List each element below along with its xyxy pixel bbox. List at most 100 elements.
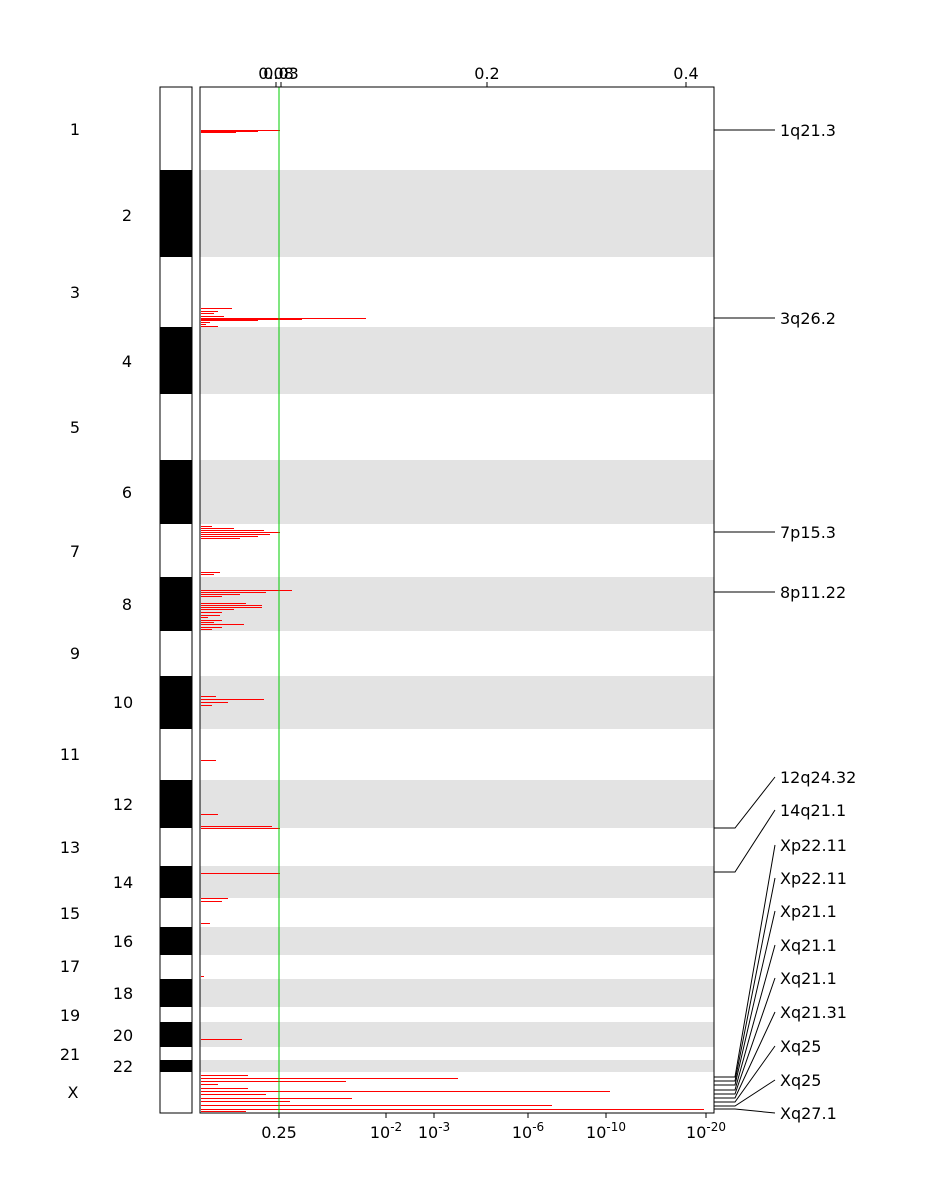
band-chr-22 bbox=[200, 1060, 714, 1072]
chromosome-label: 10 bbox=[113, 693, 133, 712]
peak-leader-line bbox=[714, 776, 776, 829]
bottom-axis: 0.25 10-2 10-3 10-6 10-10 10-20 bbox=[261, 1113, 726, 1142]
chromosome-ideogram bbox=[159, 86, 193, 1114]
bottom-tick-exponent: -10 bbox=[606, 1120, 626, 1134]
bottom-tick-base: 0.25 bbox=[261, 1123, 297, 1142]
top-tick-label: 0.08 bbox=[258, 64, 294, 83]
peak-label: Xq27.1 bbox=[780, 1104, 837, 1123]
peak-label: Xq21.31 bbox=[780, 1003, 847, 1022]
peak-leader-line bbox=[714, 844, 776, 1078]
peak-labels: 1q21.3 3q26.2 7p15.3 8p11.22 12q24.32 14q21.1… bbox=[714, 121, 856, 1123]
plot-frame bbox=[199, 86, 715, 1114]
peak-label: 12q24.32 bbox=[780, 768, 856, 787]
chromosome-label: 9 bbox=[70, 644, 80, 663]
peak-label: Xp22.11 bbox=[780, 869, 847, 888]
band-chr-8 bbox=[200, 577, 714, 631]
top-tick-label: 0.4 bbox=[673, 64, 698, 83]
peak-leader-line bbox=[714, 944, 776, 1091]
chromosome-label: 3 bbox=[70, 283, 80, 302]
bottom-tick-base: 10 bbox=[586, 1123, 606, 1142]
chromosome-label: 13 bbox=[60, 838, 80, 857]
peak-label: 14q21.1 bbox=[780, 801, 846, 820]
peak-label: 3q26.2 bbox=[780, 309, 836, 328]
peak-label: Xq25 bbox=[780, 1071, 821, 1090]
band-chr-12 bbox=[200, 780, 714, 828]
band-chr-2 bbox=[200, 170, 714, 257]
chromosome-label: 5 bbox=[70, 418, 80, 437]
q-value-bars bbox=[201, 130, 704, 1112]
chromosome-label: 14 bbox=[113, 873, 133, 892]
chromosome-label: X bbox=[68, 1083, 79, 1102]
peak-label: Xq25 bbox=[780, 1037, 821, 1056]
chromosome-label: 16 bbox=[113, 932, 133, 951]
peak-leader-line bbox=[714, 809, 776, 873]
peak-label: 7p15.3 bbox=[780, 523, 836, 542]
bottom-tick-base: 10 bbox=[418, 1123, 438, 1142]
bottom-tick-label: 10-6 bbox=[512, 1120, 544, 1142]
chromosome-label: 20 bbox=[113, 1026, 133, 1045]
chromosome-label: 15 bbox=[60, 904, 80, 923]
bottom-tick-label: 10-10 bbox=[586, 1120, 626, 1142]
ideogram-chr-4 bbox=[160, 327, 192, 394]
peak-leader-line bbox=[714, 1045, 776, 1103]
chromosome-label: 4 bbox=[122, 352, 132, 371]
peak-leader-line bbox=[714, 1079, 776, 1107]
ideogram-chr-12 bbox=[160, 780, 192, 828]
ideogram-chr-2 bbox=[160, 170, 192, 257]
band-chr-18 bbox=[200, 979, 714, 1007]
peak-leader-line bbox=[714, 1108, 776, 1114]
band-chr-16 bbox=[200, 927, 714, 955]
peak-label: 8p11.22 bbox=[780, 583, 846, 602]
bottom-tick-exponent: -3 bbox=[438, 1120, 450, 1134]
alternating-bands bbox=[200, 170, 714, 1072]
ideogram-chr-18 bbox=[160, 979, 192, 1007]
chromosome-label: 21 bbox=[60, 1045, 80, 1064]
ideogram-chr-20 bbox=[160, 1022, 192, 1047]
peak-leader-line bbox=[714, 877, 776, 1082]
ideogram-chr-16 bbox=[160, 927, 192, 955]
bottom-tick-label: 10-20 bbox=[686, 1120, 726, 1142]
top-tick-label: 0.03 bbox=[263, 64, 299, 83]
band-chr-4 bbox=[200, 327, 714, 394]
bottom-tick-base: 10 bbox=[686, 1123, 706, 1142]
chromosome-label: 7 bbox=[70, 542, 80, 561]
chromosome-label: 22 bbox=[113, 1057, 133, 1076]
top-tick-label: 0.2 bbox=[474, 64, 499, 83]
chromosome-label: 19 bbox=[60, 1006, 80, 1025]
ideogram-chr-8 bbox=[160, 577, 192, 631]
band-chr-14 bbox=[200, 866, 714, 898]
bottom-tick-label: 10-3 bbox=[418, 1120, 450, 1142]
peak-label: 1q21.3 bbox=[780, 121, 836, 140]
ideogram-chr-22 bbox=[160, 1060, 192, 1072]
bottom-tick-label: 10-2 bbox=[370, 1120, 402, 1142]
chromosome-label: 2 bbox=[122, 206, 132, 225]
peak-label: Xp21.1 bbox=[780, 902, 837, 921]
chromosome-label: 11 bbox=[60, 745, 80, 764]
peak-label: Xq21.1 bbox=[780, 969, 837, 988]
chromosome-label: 1 bbox=[70, 120, 80, 139]
bottom-tick-base: 10 bbox=[370, 1123, 390, 1142]
band-chr-10 bbox=[200, 676, 714, 729]
ideogram-chr-14 bbox=[160, 866, 192, 898]
bottom-tick-label: 0.25 bbox=[261, 1123, 297, 1142]
chromosome-label: 12 bbox=[113, 795, 133, 814]
chromosome-label: 8 bbox=[122, 595, 132, 614]
peak-label: Xq21.1 bbox=[780, 936, 837, 955]
chromosome-label: 17 bbox=[60, 957, 80, 976]
chromosome-label: 6 bbox=[122, 483, 132, 502]
band-chr-20 bbox=[200, 1022, 714, 1047]
peak-leader-line bbox=[714, 910, 776, 1086]
band-chr-6 bbox=[200, 460, 714, 524]
bottom-tick-exponent: -6 bbox=[532, 1120, 544, 1134]
peak-label: Xp22.11 bbox=[780, 836, 847, 855]
top-axis: 0.080.03 0.2 0.4 bbox=[258, 64, 699, 87]
bottom-tick-exponent: -2 bbox=[390, 1120, 402, 1134]
bottom-tick-base: 10 bbox=[512, 1123, 532, 1142]
ideogram-chr-10 bbox=[160, 676, 192, 729]
chromosome-label: 18 bbox=[113, 984, 133, 1003]
bottom-tick-exponent: -20 bbox=[706, 1120, 726, 1134]
ideogram-chr-6 bbox=[160, 460, 192, 524]
peak-leader-line bbox=[714, 977, 776, 1095]
